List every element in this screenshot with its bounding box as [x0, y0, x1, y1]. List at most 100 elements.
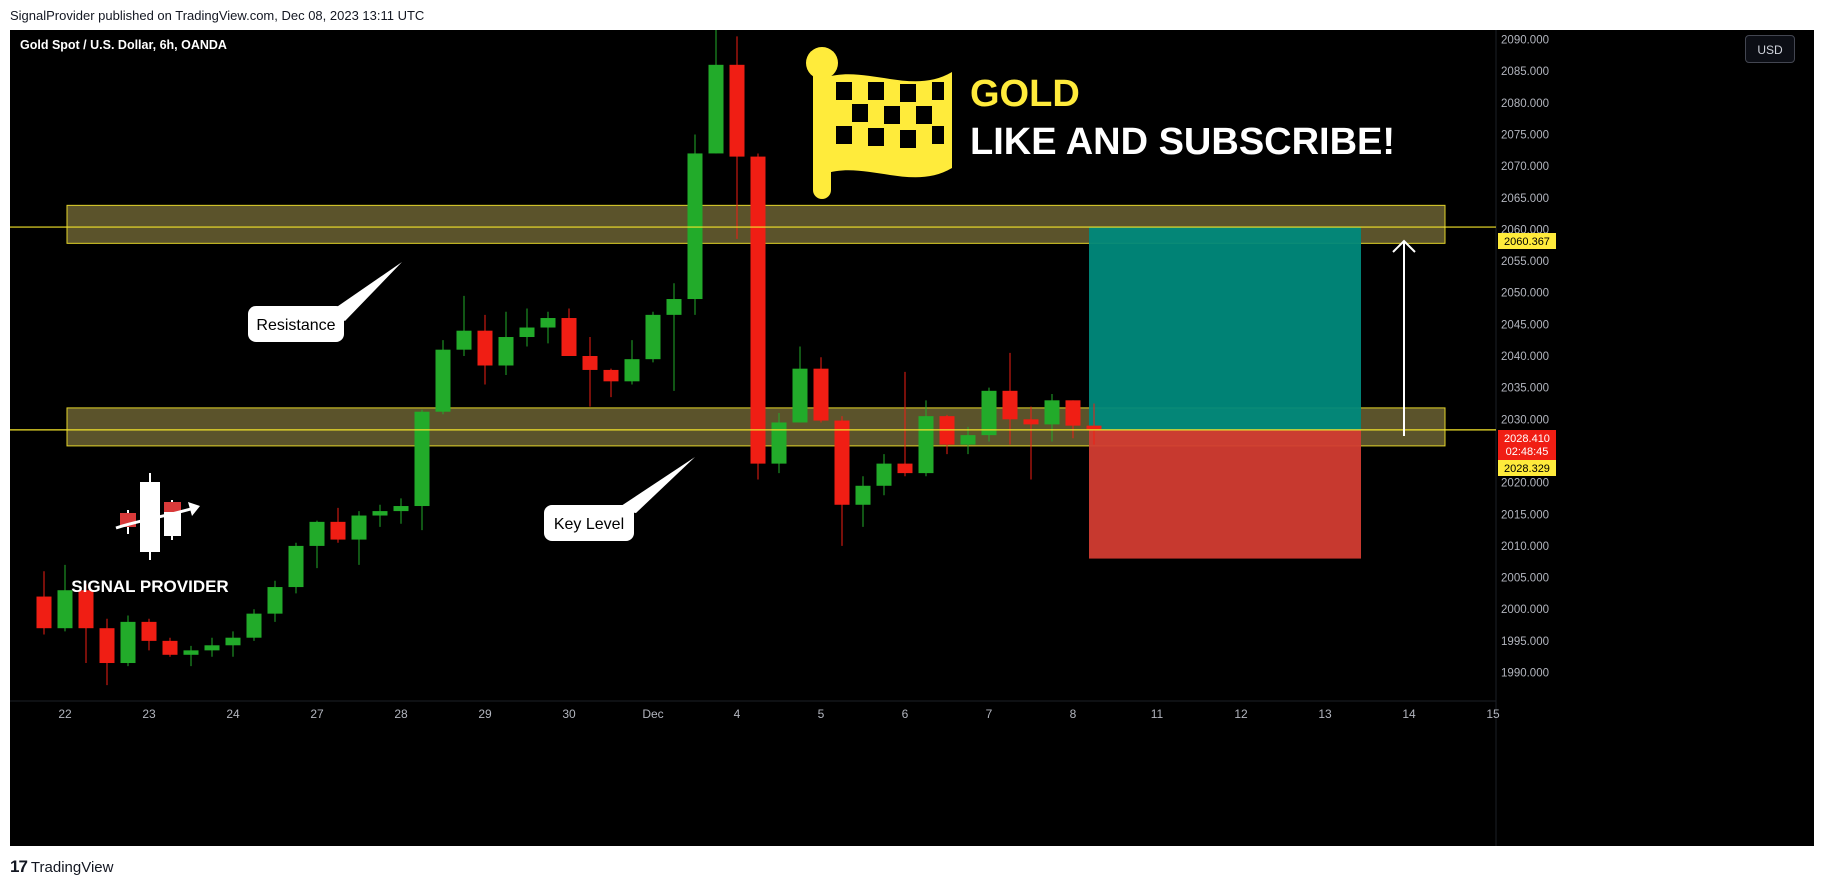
candle-body [246, 613, 262, 638]
candle-body [1002, 390, 1018, 420]
candle-body [36, 596, 52, 629]
candle [267, 580, 283, 622]
resistance-label: Resistance [256, 317, 335, 334]
price-tick-label: 2040.000 [1501, 351, 1549, 363]
candle-body [1044, 400, 1060, 425]
last-price-tag [1498, 430, 1556, 460]
time-axis[interactable]: 22 23 24 27 28 29 30 Dec 4 5 6 7 8 11 12 13 14 15 [58, 707, 1500, 721]
candle-body [393, 506, 409, 512]
time-tick-label: 27 [310, 707, 324, 721]
candle-body [141, 621, 157, 641]
candle [582, 337, 598, 407]
candle [99, 618, 115, 686]
price-chart[interactable]: 1990.000 1995.000 2000.000 2005.000 2010.000… [10, 30, 1814, 846]
candle-body [162, 640, 178, 655]
candle [78, 583, 94, 664]
candle-body [603, 369, 619, 382]
candle [834, 416, 850, 546]
target-arrow [1392, 239, 1416, 436]
currency-button[interactable]: USD [1745, 35, 1795, 63]
candle-body [435, 349, 451, 412]
time-tick-label: 12 [1234, 707, 1248, 721]
checkered-flag-icon [806, 47, 952, 199]
candle [393, 498, 409, 524]
candle-body [897, 463, 913, 474]
candle-body [183, 650, 199, 655]
candle-body [750, 156, 766, 464]
candle [57, 564, 73, 632]
tradingview-logo[interactable]: 17 TradingView [10, 857, 113, 877]
candle [36, 571, 52, 635]
price-tick-label: 2075.000 [1501, 129, 1549, 141]
price-tick-label: 2065.000 [1501, 193, 1549, 205]
time-tick-label: 4 [734, 707, 741, 721]
candle [477, 314, 493, 385]
gold-headline: GOLD [970, 73, 1080, 115]
candle [435, 340, 451, 415]
signal-provider-logo-icon [115, 473, 200, 560]
candle [1065, 400, 1081, 439]
time-tick-label: 15 [1486, 707, 1500, 721]
price-tick-label: 2050.000 [1501, 288, 1549, 300]
candle [414, 409, 430, 531]
candle-body [771, 422, 787, 464]
candle-body [855, 485, 871, 505]
candle [498, 311, 514, 375]
target-price-tag [1498, 233, 1556, 249]
candle [372, 504, 388, 527]
price-tick-label: 1990.000 [1501, 668, 1549, 680]
candle-body [582, 356, 598, 370]
symbol-title: Gold Spot / U.S. Dollar, 6h, OANDA [20, 38, 227, 52]
candle [1086, 403, 1102, 445]
candle [1044, 393, 1060, 442]
bar-countdown: 02:48:45 [1506, 446, 1549, 458]
candle-body [519, 327, 535, 338]
candle [771, 412, 787, 474]
time-tick-label: 11 [1151, 707, 1164, 721]
candles-layer [36, 30, 1102, 686]
candle-body [288, 545, 304, 588]
time-tick-label: 6 [902, 707, 909, 721]
candle [330, 507, 346, 543]
time-tick-label: Dec [642, 707, 663, 721]
candle [666, 283, 682, 391]
price-axis[interactable]: 1990.000 1995.000 2000.000 2005.000 2010.000… [1501, 34, 1549, 679]
candle-body [918, 416, 934, 474]
time-tick-label: 28 [394, 707, 408, 721]
subscribe-headline: LIKE AND SUBSCRIBE! [970, 121, 1395, 163]
candle [603, 368, 619, 398]
candle-body [960, 435, 976, 445]
price-tick-label: 2090.000 [1501, 34, 1549, 46]
target-price-label: 2060.367 [1504, 236, 1550, 248]
candle-body [330, 521, 346, 540]
entry-price-label: 2028.329 [1504, 463, 1550, 475]
brand-name: SIGNAL PROVIDER [71, 577, 228, 596]
chart-area[interactable]: 1990.000 1995.000 2000.000 2005.000 2010.000… [10, 30, 1814, 846]
candle-body [1086, 425, 1102, 430]
candle [204, 637, 220, 657]
price-tick-label: 2010.000 [1501, 541, 1549, 553]
key-level-label: Key Level [554, 516, 624, 533]
candle [960, 426, 976, 455]
candle-body [540, 318, 556, 328]
time-tick-label: 30 [562, 707, 576, 721]
stop-loss-zone [1089, 429, 1361, 559]
candle-body [624, 359, 640, 382]
candle [855, 476, 871, 527]
candle [729, 36, 745, 239]
last-price-label: 2028.410 [1504, 433, 1550, 445]
time-tick-label: 5 [818, 707, 825, 721]
price-tick-label: 2055.000 [1501, 256, 1549, 268]
resistance-callout [248, 262, 402, 342]
candle [792, 346, 808, 423]
candle-body [729, 64, 745, 157]
price-tick-label: 2045.000 [1501, 319, 1549, 331]
publish-info: SignalProvider published on TradingView.… [10, 8, 425, 23]
candle-body [876, 463, 892, 486]
candle-body [792, 368, 808, 423]
take-profit-zone [1089, 227, 1361, 430]
candle [288, 542, 304, 594]
candle-body [57, 590, 73, 629]
price-tick-label: 2070.000 [1501, 161, 1549, 173]
candle-body [813, 368, 829, 421]
